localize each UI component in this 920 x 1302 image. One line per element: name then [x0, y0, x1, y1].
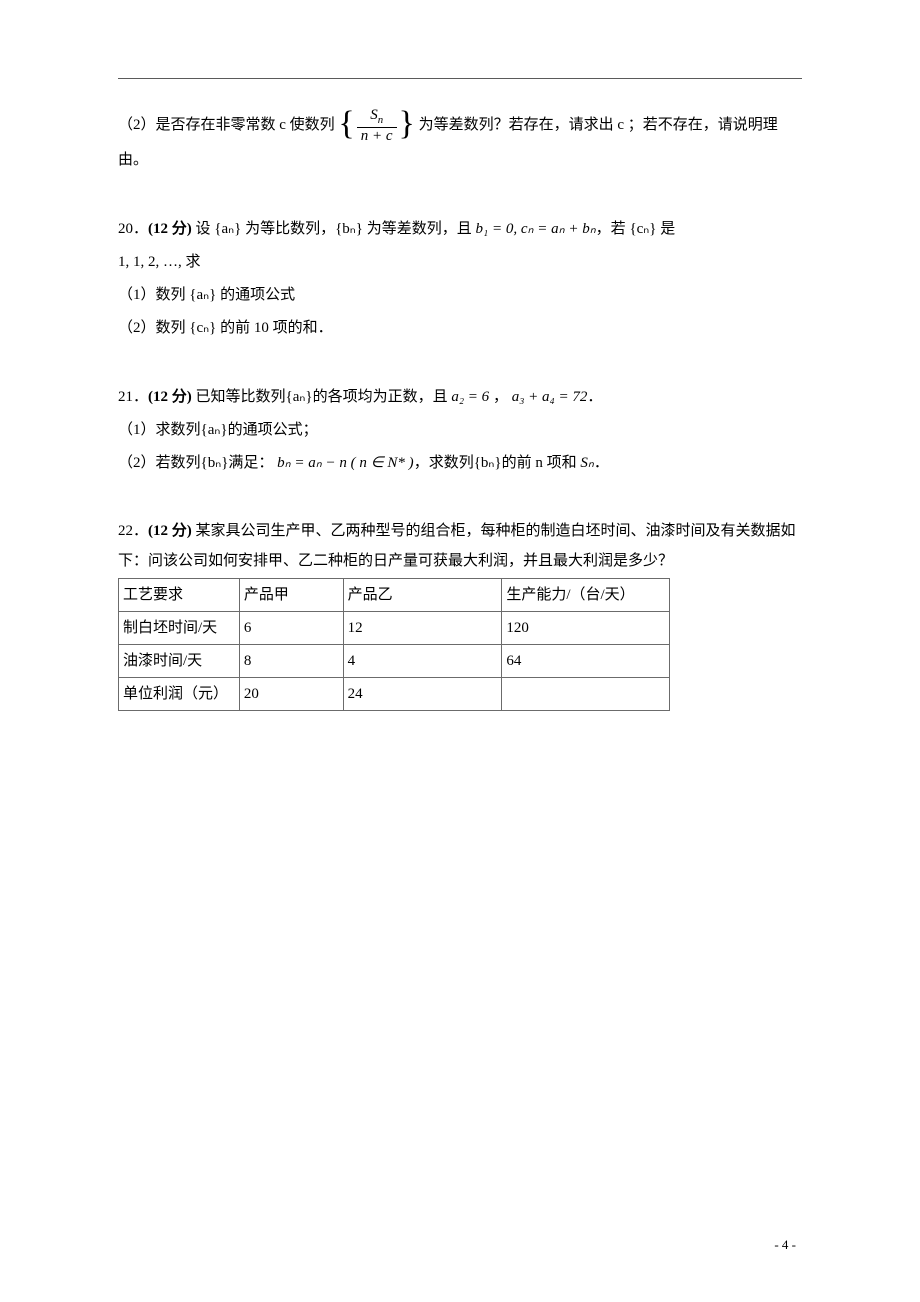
q20-points: (12 分) [148, 221, 192, 237]
fraction: Sn n + c [357, 107, 397, 144]
q21-number: 21． [118, 389, 148, 405]
left-brace-icon: { [338, 107, 354, 141]
q21-t4: ． [587, 389, 602, 405]
q20-eq: b₁ = 0, cₙ = aₙ + bₙ [476, 221, 596, 237]
q21-part1: （1）求数列{aₙ}的通项公式； [118, 414, 802, 447]
table-cell: 8 [239, 645, 343, 678]
q21-p2c: 满足： [228, 455, 277, 471]
q22-number: 22． [118, 523, 148, 539]
q20-part1: （1）数列 {aₙ} 的通项公式 [118, 279, 802, 312]
production-table: 工艺要求 产品甲 产品乙 生产能力/（台/天） 制白坯时间/天 6 12 120… [118, 578, 670, 711]
q22-points: (12 分) [148, 523, 192, 539]
q21-eq1: a₂ = 6 [451, 389, 489, 405]
q20-p2b: {cₙ} [189, 320, 216, 336]
table-cell: 20 [239, 678, 343, 711]
q21-points: (12 分) [148, 389, 192, 405]
q21-an: {aₙ} [286, 389, 313, 405]
page-number: - 4 - [774, 1231, 796, 1260]
q21-t2: 的各项均为正数，且 [313, 389, 452, 405]
q20-p1c: 的通项公式 [216, 287, 295, 303]
page: （2）是否存在非零常数 c 使数列 { Sn n + c } 为等差数列？若存在… [0, 0, 920, 1302]
table-row: 制白坯时间/天 6 12 120 [119, 612, 670, 645]
q20-t2: 为等比数列， [241, 221, 335, 237]
q22-t1: 某家具公司生产甲、乙两种型号的组合柜，每种柜的制造白坯时间、油漆时间及有关数据如… [118, 523, 796, 569]
table-row: 单位利润（元） 20 24 [119, 678, 670, 711]
q21-eq3: bₙ = aₙ − n ( n ∈ N* ) [277, 455, 414, 471]
table-cell: 64 [502, 645, 670, 678]
table-cell: 产品甲 [239, 579, 343, 612]
q20-an: {aₙ} [214, 221, 241, 237]
q21-p1c: 的通项公式； [228, 422, 318, 438]
table-row: 油漆时间/天 8 4 64 [119, 645, 670, 678]
q20-t5: 是 [656, 221, 675, 237]
question-19-part2: （2）是否存在非零常数 c 使数列 { Sn n + c } 为等差数列？若存在… [118, 107, 802, 177]
table-cell: 4 [343, 645, 502, 678]
q20-cn: {cₙ} [629, 221, 656, 237]
table-cell: 12 [343, 612, 502, 645]
q21-p2b: {bₙ} [201, 455, 229, 471]
table-cell: 油漆时间/天 [119, 645, 240, 678]
table-row: 工艺要求 产品甲 产品乙 生产能力/（台/天） [119, 579, 670, 612]
q21-t1: 已知等比数列 [192, 389, 286, 405]
q21-p2e: {bₙ} [474, 455, 502, 471]
table-cell: 120 [502, 612, 670, 645]
q20-p2a: （2）数列 [118, 320, 189, 336]
fraction-numerator: Sn [357, 107, 397, 128]
table-cell: 6 [239, 612, 343, 645]
q20-t4: ，若 [596, 221, 630, 237]
q20-line2: 1, 1, 2, …, 求 [118, 246, 802, 279]
fraction-denominator: n + c [357, 128, 397, 145]
q20-p2c: 的前 10 项的和． [216, 320, 332, 336]
table-cell [502, 678, 670, 711]
table-cell: 生产能力/（台/天） [502, 579, 670, 612]
table-cell: 产品乙 [343, 579, 502, 612]
q20-p1a: （1）数列 [118, 287, 189, 303]
q21-line1: 21．(12 分) 已知等比数列{aₙ}的各项均为正数，且 a₂ = 6 ， a… [118, 381, 802, 414]
q20-line1: 20．(12 分) 设 {aₙ} 为等比数列，{bₙ} 为等差数列，且 b₁ =… [118, 213, 802, 246]
q20-t1: 设 [192, 221, 215, 237]
top-rule [118, 78, 802, 79]
q19-line1: （2）是否存在非零常数 c 使数列 { Sn n + c } 为等差数列？若存在… [118, 107, 802, 177]
question-21: 21．(12 分) 已知等比数列{aₙ}的各项均为正数，且 a₂ = 6 ， a… [118, 381, 802, 480]
q22-text: 22．(12 分) 某家具公司生产甲、乙两种型号的组合柜，每种柜的制造白坯时间、… [118, 516, 802, 576]
q19-text-a: （2）是否存在非零常数 c 使数列 [118, 117, 335, 133]
q21-eq2: a₃ + a₄ = 72 [512, 389, 588, 405]
table-cell: 单位利润（元） [119, 678, 240, 711]
q20-number: 20． [118, 221, 148, 237]
table-cell: 工艺要求 [119, 579, 240, 612]
q21-part2: （2）若数列{bₙ}满足： bₙ = aₙ − n ( n ∈ N* )，求数列… [118, 447, 802, 480]
q20-part2: （2）数列 {cₙ} 的前 10 项的和． [118, 312, 802, 345]
q21-p2a: （2）若数列 [118, 455, 201, 471]
q21-p2d: ，求数列 [414, 455, 474, 471]
q21-p1a: （1）求数列 [118, 422, 201, 438]
question-22: 22．(12 分) 某家具公司生产甲、乙两种型号的组合柜，每种柜的制造白坯时间、… [118, 516, 802, 711]
question-20: 20．(12 分) 设 {aₙ} 为等比数列，{bₙ} 为等差数列，且 b₁ =… [118, 213, 802, 345]
q21-p2f: 的前 n 项和 [502, 455, 581, 471]
right-brace-icon: } [399, 107, 415, 141]
q21-p2g: ． [594, 455, 609, 471]
q21-sn: Sₙ [580, 455, 593, 471]
table-cell: 制白坯时间/天 [119, 612, 240, 645]
q20-t3: 为等差数列，且 [363, 221, 476, 237]
table-cell: 24 [343, 678, 502, 711]
q21-t3: ， [489, 389, 512, 405]
q20-bn: {bₙ} [335, 221, 363, 237]
q21-p1b: {aₙ} [201, 422, 228, 438]
q20-p1b: {aₙ} [189, 287, 216, 303]
